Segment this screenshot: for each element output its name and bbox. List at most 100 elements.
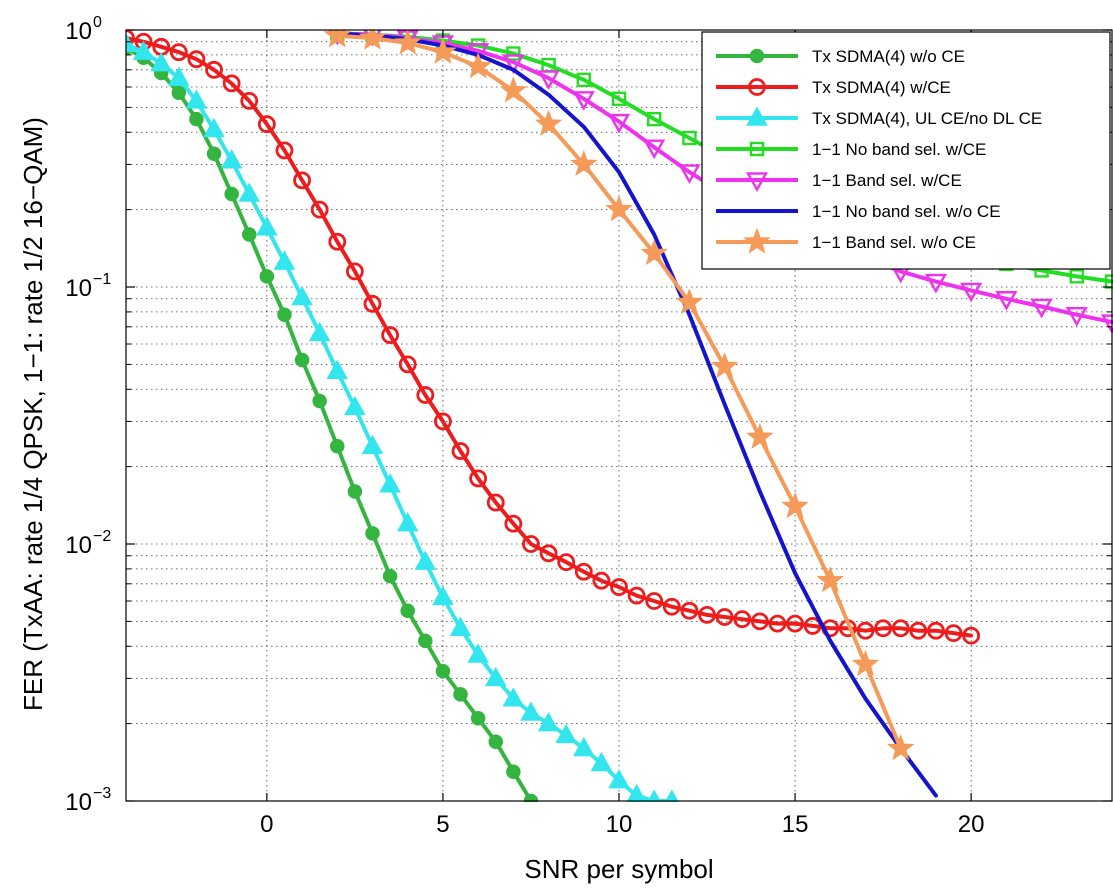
legend: Tx SDMA(4) w/o CE Tx SDMA(4) w/CE Tx SDMA(… (701, 31, 1111, 270)
series-line (335, 31, 938, 798)
data-point (816, 566, 844, 593)
data-point (469, 469, 488, 488)
data-point (171, 85, 187, 100)
data-point (310, 200, 329, 219)
legend-label: 1−1 Band sel. w/CE (812, 171, 962, 190)
data-point (361, 434, 384, 455)
data-point (502, 687, 525, 707)
data-point (570, 149, 598, 177)
data-point (169, 43, 188, 62)
data-point (277, 307, 292, 322)
data-point (185, 89, 208, 109)
data-point (382, 568, 398, 584)
data-point (126, 30, 135, 47)
data-point (576, 72, 591, 88)
data-point (647, 111, 662, 127)
y-tick-label: 10 (65, 532, 92, 559)
data-point (874, 619, 893, 638)
data-point (573, 737, 595, 757)
data-point (537, 70, 560, 91)
data-point (222, 74, 241, 93)
data-point (398, 355, 417, 374)
data-point (257, 115, 276, 134)
data-point (293, 171, 311, 190)
series-2 (126, 30, 981, 645)
data-point (358, 30, 387, 50)
data-point (344, 395, 366, 416)
data-point (698, 605, 716, 624)
data-point (749, 141, 765, 157)
x-tick-label: 10 (606, 811, 633, 838)
data-point (962, 626, 981, 645)
data-point (429, 37, 457, 64)
data-point (1065, 307, 1088, 327)
data-point (1030, 298, 1053, 319)
data-point (312, 393, 327, 409)
data-point (647, 789, 662, 802)
data-point (960, 282, 983, 303)
data-point (365, 526, 380, 541)
legend-label: Tx SDMA(4) w/CE (812, 78, 951, 97)
data-point (640, 239, 668, 266)
data-point (750, 612, 769, 631)
data-point (396, 512, 419, 532)
data-point (995, 291, 1018, 311)
data-point (715, 608, 734, 626)
data-point (486, 493, 505, 512)
data-point (418, 633, 433, 649)
data-point (488, 734, 503, 750)
x-tick-labels: 0 5 10 15 20 (260, 811, 984, 838)
data-point (506, 46, 521, 61)
data-point (464, 52, 492, 79)
data-point (520, 701, 542, 721)
data-point (682, 130, 697, 146)
data-point (1069, 269, 1084, 284)
data-point (856, 621, 875, 640)
legend-label: Tx SDMA(4), UL CE/no DL CE (812, 109, 1042, 128)
data-point (537, 712, 560, 732)
series-layer (126, 30, 1113, 802)
data-point (522, 535, 540, 553)
data-point (205, 60, 223, 79)
data-point (328, 232, 347, 251)
data-point (662, 597, 681, 616)
data-point (414, 550, 437, 570)
data-point (733, 610, 752, 629)
data-point (781, 491, 809, 519)
data-point (379, 473, 401, 493)
data-point (664, 789, 679, 802)
data-point (608, 769, 630, 789)
legend-item: Tx SDMA(4), UL CE/no DL CE (716, 106, 1042, 128)
data-point (743, 227, 771, 254)
series-3 (126, 32, 679, 802)
y-tick-label: 10 (65, 789, 92, 816)
data-point (574, 562, 593, 581)
data-point (675, 288, 704, 315)
data-point (326, 359, 349, 380)
data-point (534, 109, 563, 136)
data-point (330, 439, 345, 454)
data-point (891, 619, 910, 638)
y-tick-exponent: −2 (93, 528, 111, 545)
data-point (394, 30, 422, 55)
data-point (126, 32, 137, 53)
data-point (345, 262, 364, 281)
data-point (626, 784, 647, 802)
data-point (187, 50, 206, 69)
data-point (748, 78, 766, 96)
legend-label: Tx SDMA(4) w/o CE (812, 47, 965, 66)
data-point (887, 734, 915, 761)
y-tick-label: 10 (65, 18, 92, 45)
data-point (381, 326, 400, 344)
data-point (206, 146, 222, 161)
data-point (749, 48, 765, 64)
data-point (645, 592, 664, 610)
data-point (308, 321, 331, 342)
data-point (451, 442, 470, 460)
legend-label: 1−1 Band sel. w/o CE (812, 233, 976, 252)
data-point (746, 106, 768, 126)
data-point (435, 663, 451, 679)
data-point (643, 139, 666, 160)
